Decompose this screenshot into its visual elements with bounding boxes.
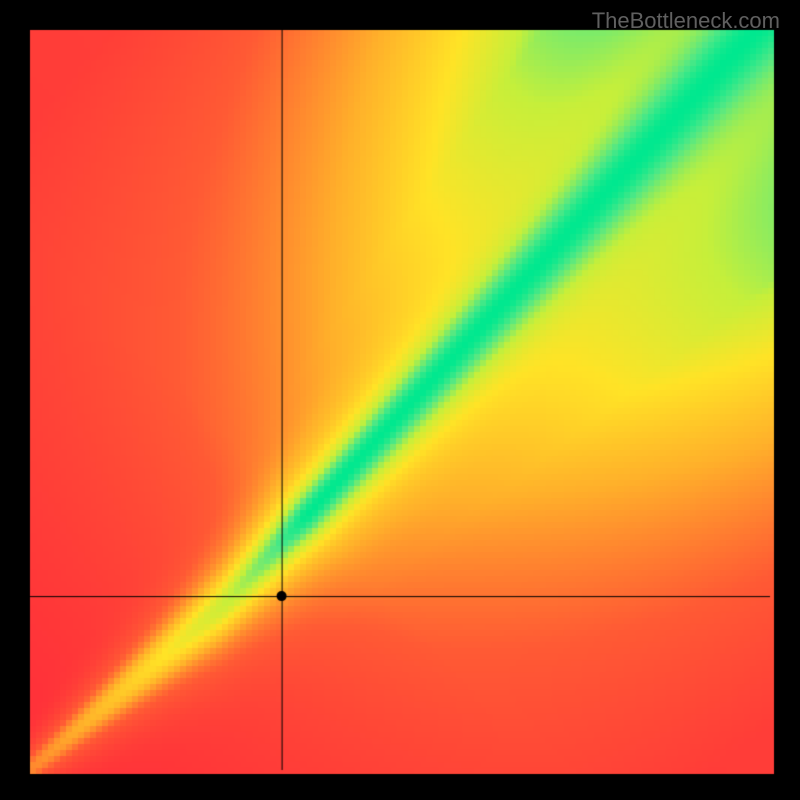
bottleneck-heatmap bbox=[0, 0, 800, 800]
watermark-text: TheBottleneck.com bbox=[592, 8, 780, 34]
chart-container: { "watermark": { "text": "TheBottleneck.… bbox=[0, 0, 800, 800]
